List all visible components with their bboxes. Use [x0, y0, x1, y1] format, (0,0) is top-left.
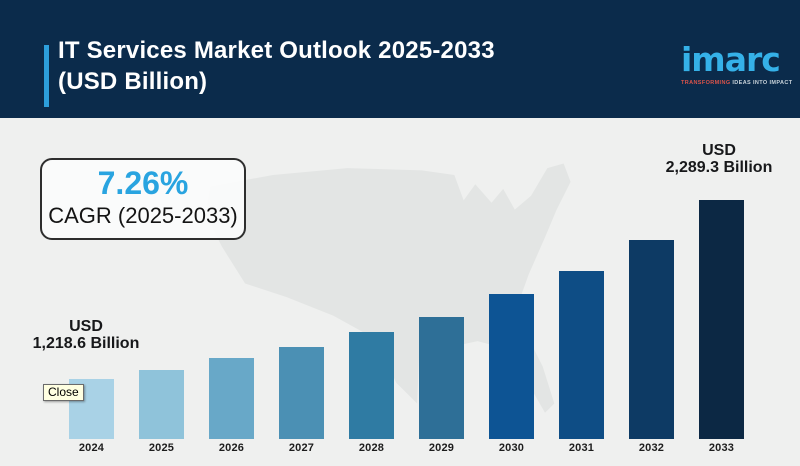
- title-line-2: (USD Billion): [58, 68, 208, 95]
- bar-column-2033: 2033: [699, 200, 744, 455]
- value-label-2024-amount: 1,218.6 Billion: [32, 335, 140, 352]
- cagr-value: 7.26%: [97, 165, 189, 201]
- header: IT Services Market Outlook 2025-2033 (US…: [0, 0, 800, 118]
- bar-2033: [699, 200, 744, 439]
- bar-2027: [279, 347, 324, 439]
- bar-2031: [559, 271, 604, 439]
- bar-column-2025: 2025: [139, 370, 184, 455]
- bar-column-2031: 2031: [559, 271, 604, 455]
- axis-label-2028: 2028: [358, 442, 385, 454]
- bar-column-2032: 2032: [629, 240, 674, 455]
- bar-column-2029: 2029: [419, 317, 464, 455]
- us-map-silhouette: [205, 163, 571, 413]
- title-line-1: IT Services Market Outlook 2025-2033: [58, 37, 495, 64]
- axis-label-2033: 2033: [708, 442, 735, 454]
- value-label-2033-amount: 2,289.3 Billion: [665, 159, 773, 176]
- axis-label-2025: 2025: [148, 442, 175, 454]
- cagr-callout: 7.26% CAGR (2025-2033): [40, 158, 246, 240]
- imarc-logo-tagline: TRANSFORMING IDEAS INTO IMPACT: [681, 80, 792, 86]
- axis-label-2027: 2027: [288, 442, 315, 454]
- tagline-word-transforming: TRANSFORMING: [681, 80, 731, 86]
- bar-series: 2024 2025 2026 2027 2028 2029 2030 2031 2032 2033: [69, 200, 744, 455]
- bar-2032: [629, 240, 674, 439]
- imarc-logo-wordmark: imarc: [681, 40, 781, 79]
- axis-label-2024: 2024: [78, 442, 105, 454]
- value-label-2033-unit: USD: [702, 142, 736, 159]
- value-label-2024-unit: USD: [69, 318, 103, 335]
- tagline-rest: IDEAS INTO IMPACT: [730, 80, 793, 86]
- value-label-2024: USD 1,218.6 Billion: [11, 318, 161, 352]
- bar-2029: [419, 317, 464, 439]
- title-accent-bar: [44, 45, 49, 107]
- value-label-2033: USD 2,289.3 Billion: [644, 142, 794, 176]
- axis-label-2032: 2032: [638, 442, 665, 454]
- axis-label-2030: 2030: [498, 442, 525, 454]
- imarc-logo: imarc TRANSFORMING IDEAS INTO IMPACT: [681, 40, 792, 86]
- bar-column-2027: 2027: [279, 347, 324, 455]
- axis-label-2026: 2026: [218, 442, 245, 454]
- axis-label-2031: 2031: [568, 442, 595, 454]
- bar-2030: [489, 294, 534, 439]
- close-tooltip[interactable]: Close: [43, 384, 84, 401]
- bar-2026: [209, 358, 254, 439]
- axis-label-2029: 2029: [428, 442, 455, 454]
- bar-2025: [139, 370, 184, 439]
- bar-column-2030: 2030: [489, 294, 534, 455]
- cagr-label: CAGR (2025-2033): [48, 203, 238, 228]
- bar-column-2028: 2028: [349, 332, 394, 455]
- bar-column-2026: 2026: [209, 358, 254, 455]
- page-title: IT Services Market Outlook 2025-2033 (US…: [58, 35, 495, 97]
- bar-2028: [349, 332, 394, 439]
